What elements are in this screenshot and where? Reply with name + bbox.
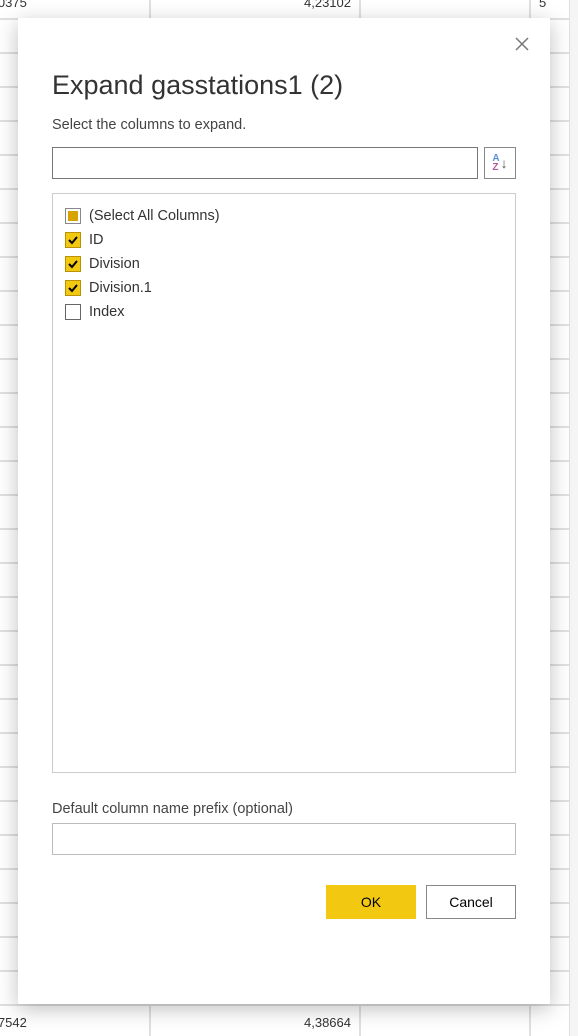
dialog-subtitle: Select the columns to expand.: [52, 117, 516, 133]
ok-button[interactable]: OK: [326, 885, 416, 919]
list-item-label: ID: [89, 232, 104, 248]
button-row: OK Cancel: [52, 885, 516, 919]
list-item[interactable]: Division: [65, 252, 503, 276]
list-item[interactable]: Division.1: [65, 276, 503, 300]
table-cell: 4,38664: [150, 1005, 360, 1036]
table-cell: 4,23102: [150, 0, 360, 19]
table-row: 520403754,23102 5: [0, 0, 578, 19]
list-item-label: (Select All Columns): [89, 208, 220, 224]
table-cell: 5: [530, 0, 570, 19]
column-list: (Select All Columns) ID Division Division.1…: [52, 193, 516, 773]
prefix-input[interactable]: [52, 823, 516, 855]
search-input[interactable]: [52, 147, 478, 179]
list-item-label: Index: [89, 304, 124, 320]
table-row: 520875424,38664: [0, 1005, 578, 1036]
list-item[interactable]: ID: [65, 228, 503, 252]
dialog-title: Expand gasstations1 (2): [52, 70, 516, 101]
expand-dialog: Expand gasstations1 (2) Select the colum…: [18, 18, 550, 1004]
checkbox[interactable]: [65, 280, 81, 296]
close-icon[interactable]: [510, 32, 534, 56]
checkbox[interactable]: [65, 256, 81, 272]
checkbox[interactable]: [65, 304, 81, 320]
list-item[interactable]: (Select All Columns): [65, 204, 503, 228]
table-cell: [360, 1005, 530, 1036]
table-cell: 52087542: [0, 1005, 150, 1036]
list-item-label: Division: [89, 256, 140, 272]
table-cell: [530, 1005, 570, 1036]
table-cell: [360, 0, 530, 19]
checkbox[interactable]: [65, 208, 81, 224]
prefix-label: Default column name prefix (optional): [52, 801, 516, 817]
checkbox[interactable]: [65, 232, 81, 248]
list-item[interactable]: Index: [65, 300, 503, 324]
list-item-label: Division.1: [89, 280, 152, 296]
cancel-button[interactable]: Cancel: [426, 885, 516, 919]
table-cell: 52040375: [0, 0, 150, 19]
search-row: AZ ↓: [52, 147, 516, 179]
sort-az-button[interactable]: AZ ↓: [484, 147, 516, 179]
